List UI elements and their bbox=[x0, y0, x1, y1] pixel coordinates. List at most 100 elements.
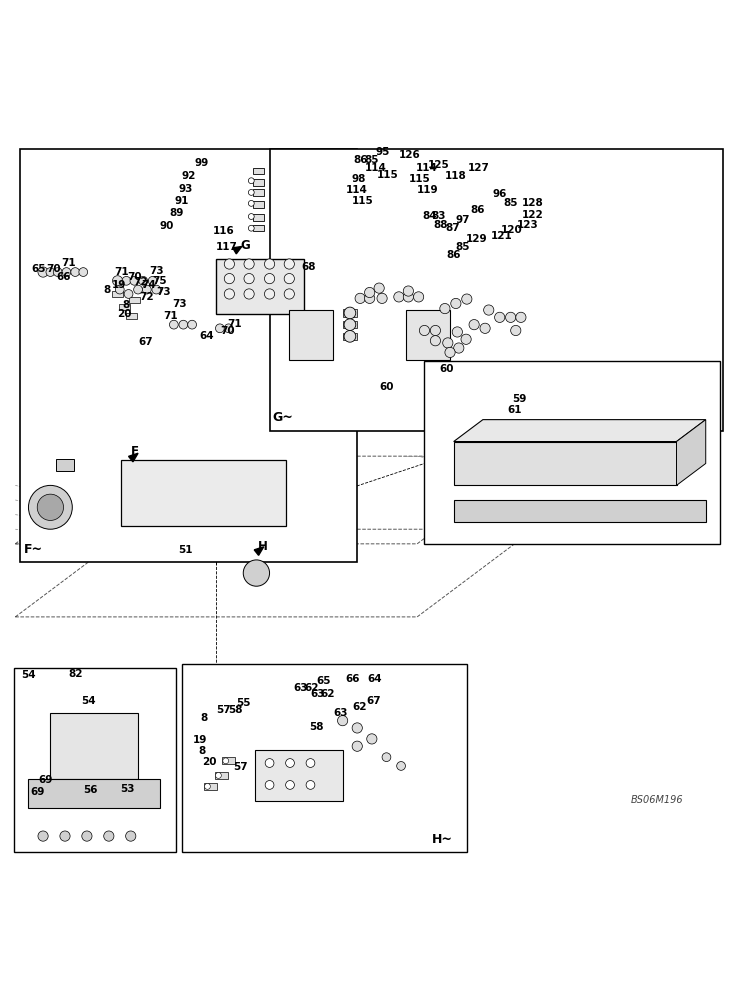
Circle shape bbox=[134, 285, 143, 294]
Text: 114: 114 bbox=[365, 163, 386, 173]
Text: 95: 95 bbox=[376, 147, 390, 157]
Circle shape bbox=[62, 268, 71, 276]
Polygon shape bbox=[454, 420, 706, 442]
Circle shape bbox=[469, 320, 479, 330]
Circle shape bbox=[248, 225, 254, 231]
Circle shape bbox=[152, 285, 161, 294]
Text: 19: 19 bbox=[112, 280, 126, 290]
Circle shape bbox=[443, 338, 453, 348]
Polygon shape bbox=[676, 420, 706, 485]
Bar bbox=[214, 772, 228, 779]
Circle shape bbox=[285, 781, 294, 789]
Bar bbox=[343, 333, 357, 340]
Text: 66: 66 bbox=[56, 272, 71, 282]
Text: 8: 8 bbox=[104, 285, 111, 295]
Circle shape bbox=[265, 759, 274, 767]
Circle shape bbox=[46, 268, 55, 276]
Text: 99: 99 bbox=[194, 158, 209, 168]
Text: 64: 64 bbox=[367, 674, 382, 684]
Bar bbox=[216, 259, 304, 314]
Text: 73: 73 bbox=[149, 266, 164, 276]
Text: F~: F~ bbox=[24, 543, 43, 556]
Circle shape bbox=[82, 831, 92, 841]
Bar bbox=[269, 149, 722, 431]
Text: 64: 64 bbox=[199, 331, 214, 341]
Circle shape bbox=[344, 319, 356, 330]
Circle shape bbox=[451, 298, 461, 309]
Polygon shape bbox=[51, 699, 153, 713]
Text: 119: 119 bbox=[417, 185, 438, 195]
Text: 63: 63 bbox=[310, 689, 325, 699]
Text: 70: 70 bbox=[47, 264, 61, 274]
Circle shape bbox=[244, 259, 254, 269]
Circle shape bbox=[377, 293, 387, 303]
Bar bbox=[253, 189, 264, 196]
Text: 128: 128 bbox=[522, 198, 543, 208]
Text: 96: 96 bbox=[493, 189, 507, 199]
Polygon shape bbox=[289, 299, 348, 310]
Bar bbox=[255, 750, 343, 801]
Text: 85: 85 bbox=[504, 198, 518, 208]
Text: 115: 115 bbox=[377, 170, 399, 180]
Bar bbox=[129, 297, 140, 303]
Circle shape bbox=[462, 294, 472, 304]
Text: BS06M196: BS06M196 bbox=[630, 795, 683, 805]
Circle shape bbox=[344, 307, 356, 319]
Polygon shape bbox=[216, 246, 318, 259]
Text: 65: 65 bbox=[316, 676, 331, 686]
Circle shape bbox=[337, 716, 348, 726]
Text: 63: 63 bbox=[293, 683, 307, 693]
Circle shape bbox=[248, 178, 254, 184]
Circle shape bbox=[116, 285, 124, 294]
Text: 116: 116 bbox=[212, 226, 234, 236]
Text: 58: 58 bbox=[228, 705, 243, 715]
Circle shape bbox=[38, 831, 48, 841]
Bar bbox=[253, 201, 264, 208]
Bar bbox=[454, 500, 706, 522]
Polygon shape bbox=[304, 246, 318, 314]
Text: 123: 123 bbox=[517, 220, 538, 230]
Circle shape bbox=[454, 343, 464, 353]
Circle shape bbox=[187, 320, 196, 329]
Circle shape bbox=[461, 334, 471, 344]
Bar bbox=[56, 459, 74, 471]
Bar bbox=[122, 460, 285, 526]
Text: 70: 70 bbox=[220, 326, 234, 336]
Circle shape bbox=[306, 781, 315, 789]
Circle shape bbox=[126, 831, 136, 841]
Bar bbox=[343, 309, 357, 317]
Text: 71: 71 bbox=[114, 267, 129, 277]
Circle shape bbox=[352, 723, 362, 733]
Text: 89: 89 bbox=[170, 208, 184, 218]
Polygon shape bbox=[406, 299, 465, 310]
Circle shape bbox=[397, 762, 406, 770]
Bar bbox=[51, 713, 138, 779]
Bar bbox=[20, 149, 357, 562]
Text: 58: 58 bbox=[309, 722, 324, 732]
Circle shape bbox=[344, 330, 356, 342]
Bar bbox=[29, 779, 160, 808]
Text: 65: 65 bbox=[31, 264, 46, 274]
Text: 62: 62 bbox=[304, 683, 318, 693]
Circle shape bbox=[382, 753, 391, 762]
Text: 67: 67 bbox=[138, 337, 153, 347]
Text: 54: 54 bbox=[81, 696, 96, 706]
Text: 71: 71 bbox=[61, 258, 76, 268]
Text: 120: 120 bbox=[501, 225, 523, 235]
Text: 122: 122 bbox=[522, 210, 543, 220]
Text: 54: 54 bbox=[21, 670, 36, 680]
Circle shape bbox=[445, 347, 455, 358]
Circle shape bbox=[122, 276, 131, 285]
Circle shape bbox=[37, 494, 64, 520]
Text: 74: 74 bbox=[142, 280, 157, 290]
Text: 90: 90 bbox=[160, 221, 174, 231]
Circle shape bbox=[113, 276, 123, 286]
Text: 8: 8 bbox=[198, 746, 205, 756]
Circle shape bbox=[104, 831, 114, 841]
Bar bbox=[112, 291, 123, 297]
Text: 86: 86 bbox=[471, 205, 485, 215]
Circle shape bbox=[170, 320, 178, 329]
Circle shape bbox=[284, 259, 294, 269]
Circle shape bbox=[71, 268, 80, 276]
Circle shape bbox=[285, 759, 294, 767]
